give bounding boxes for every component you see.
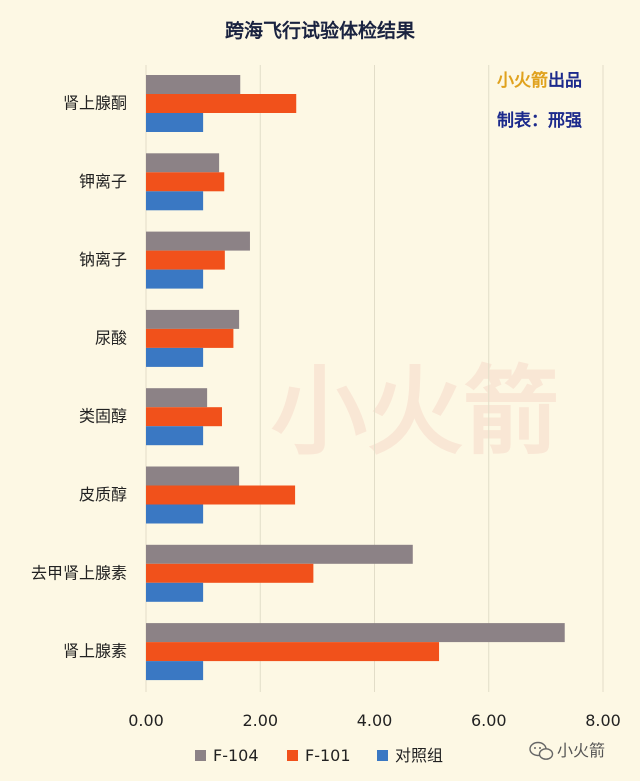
- bar-对照组-类固醇: [146, 426, 204, 446]
- bar-F-101-类固醇: [146, 407, 222, 427]
- legend-swatch-F-101: [287, 750, 298, 761]
- brand-block: 小火箭出品 制表：邢强: [497, 70, 582, 131]
- bar-F-104-尿酸: [146, 309, 240, 329]
- bar-F-101-钠离子: [146, 250, 225, 270]
- bar-对照组-钾离子: [146, 191, 204, 211]
- bar-F-101-钾离子: [146, 172, 225, 192]
- bar-对照组-去甲肾上腺素: [146, 582, 204, 602]
- category-label: 尿酸: [95, 328, 127, 347]
- watermark: 小火箭: [271, 356, 559, 468]
- x-tick-label: 2.00: [242, 711, 278, 730]
- legend-label: F-104: [213, 746, 259, 765]
- bar-对照组-肾上腺素: [146, 661, 204, 681]
- category-label: 皮质醇: [79, 485, 127, 504]
- x-tick-label: 0.00: [128, 711, 164, 730]
- category-label: 去甲肾上腺素: [31, 563, 127, 582]
- bar-F-104-类固醇: [146, 388, 208, 408]
- brand-line1: 小火箭出品: [497, 70, 582, 91]
- bar-对照组-尿酸: [146, 347, 204, 367]
- brand-rest: 出品: [548, 70, 582, 91]
- legend-swatch-F-104: [195, 750, 206, 761]
- legend: F-104 F-101 对照组: [195, 746, 443, 765]
- x-tick-label: 8.00: [585, 711, 621, 730]
- wechat-icon: [529, 741, 554, 760]
- x-tick-label: 4.00: [357, 711, 393, 730]
- bar-对照组-钠离子: [146, 269, 204, 289]
- bar-F-101-尿酸: [146, 328, 234, 348]
- brand-highlight: 小火箭: [497, 70, 548, 91]
- wechat-mark: 小火箭: [529, 741, 605, 760]
- bars: [146, 75, 565, 681]
- category-label: 钾离子: [79, 172, 127, 191]
- bar-F-101-肾上腺酮: [146, 94, 297, 113]
- bar-F-104-皮质醇: [146, 466, 240, 486]
- legend-swatch-对照组: [377, 750, 388, 761]
- bar-F-101-去甲肾上腺素: [146, 563, 314, 583]
- category-label: 肾上腺酮: [63, 94, 127, 113]
- x-tick-label: 6.00: [471, 711, 507, 730]
- legend-label: 对照组: [395, 746, 443, 765]
- chart-title: 跨海飞行试验体检结果: [225, 19, 415, 42]
- bar-F-101-皮质醇: [146, 485, 296, 505]
- bar-F-104-去甲肾上腺素: [146, 544, 413, 564]
- legend-label: F-101: [305, 746, 351, 765]
- bar-对照组-皮质醇: [146, 504, 204, 524]
- bar-F-104-肾上腺酮: [146, 75, 241, 94]
- category-label: 钠离子: [79, 250, 127, 269]
- category-label: 类固醇: [79, 407, 127, 426]
- bar-F-104-肾上腺素: [146, 623, 565, 643]
- x-tick-labels: 0.00 2.00 4.00 6.00 8.00: [128, 711, 621, 730]
- bar-F-101-肾上腺素: [146, 642, 440, 662]
- category-label: 肾上腺素: [63, 642, 127, 661]
- bar-F-104-钠离子: [146, 231, 250, 251]
- brand-line2: 制表：邢强: [497, 110, 582, 131]
- wechat-handle: 小火箭: [557, 741, 605, 760]
- bar-对照组-肾上腺酮: [146, 113, 204, 132]
- bar-F-104-钾离子: [146, 153, 220, 173]
